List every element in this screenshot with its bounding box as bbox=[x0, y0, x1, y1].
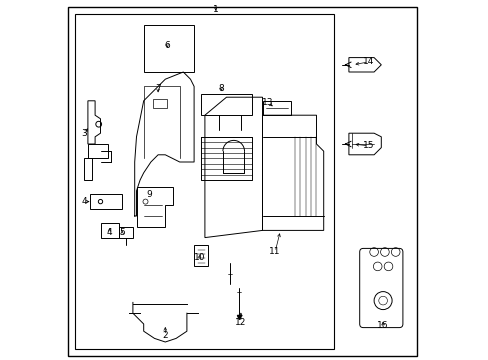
Text: 5: 5 bbox=[119, 228, 125, 237]
Text: 6: 6 bbox=[164, 41, 170, 50]
Text: 4: 4 bbox=[81, 197, 87, 206]
Text: 8: 8 bbox=[218, 84, 224, 93]
Bar bbox=[75, 14, 334, 349]
Text: 10: 10 bbox=[193, 253, 205, 262]
Bar bbox=[262, 101, 291, 115]
Text: 3: 3 bbox=[81, 129, 87, 138]
Text: 2: 2 bbox=[162, 331, 168, 340]
Text: 13: 13 bbox=[262, 98, 273, 107]
Text: 12: 12 bbox=[235, 318, 246, 327]
Text: 14: 14 bbox=[362, 58, 374, 67]
Text: 7: 7 bbox=[155, 84, 161, 93]
Text: 15: 15 bbox=[362, 141, 374, 150]
Text: 11: 11 bbox=[269, 248, 280, 256]
Text: 16: 16 bbox=[377, 321, 388, 330]
Text: 9: 9 bbox=[146, 190, 152, 199]
Text: 4: 4 bbox=[106, 228, 112, 237]
Text: 1: 1 bbox=[212, 5, 218, 14]
Bar bbox=[152, 99, 167, 108]
